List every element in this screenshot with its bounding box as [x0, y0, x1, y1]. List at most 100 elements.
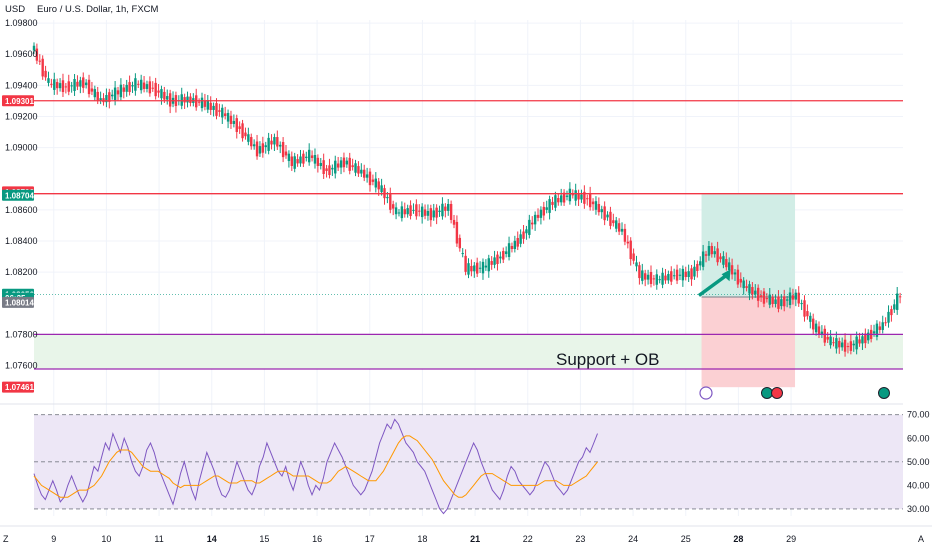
candle-body — [667, 274, 670, 281]
candle-body — [710, 246, 714, 255]
candle-body — [713, 251, 716, 255]
price-tag — [2, 95, 34, 107]
candle-body — [542, 206, 546, 216]
candle-body — [212, 105, 215, 110]
price-tick-label: 1.08200 — [5, 267, 38, 277]
candle-body — [426, 210, 430, 216]
candle-body — [681, 268, 685, 281]
candle-body — [493, 257, 496, 265]
candle-body — [867, 332, 870, 341]
candle-body — [661, 272, 664, 285]
candle-body — [748, 284, 751, 294]
candle-body — [70, 85, 73, 87]
candle-body — [325, 168, 328, 171]
support-zone-label: Support + OB — [556, 350, 659, 369]
candle-body — [281, 142, 285, 158]
candle-body — [545, 207, 548, 210]
price-tick-label: 1.09600 — [5, 49, 38, 59]
candle-body — [864, 333, 867, 344]
candle-body — [105, 95, 108, 103]
candle-body — [342, 157, 346, 168]
candle-body — [423, 209, 427, 216]
candle-body — [345, 160, 349, 165]
candle-body — [206, 100, 209, 110]
candle-body — [142, 82, 146, 89]
candle-body — [64, 86, 68, 88]
time-tick-label: 23 — [575, 534, 585, 544]
time-tick-label: 25 — [681, 534, 691, 544]
candle-body — [386, 196, 389, 199]
candle-body — [261, 143, 265, 153]
candle-body — [843, 339, 847, 352]
candle-body — [331, 167, 334, 170]
candle-body — [525, 229, 528, 234]
candle-body — [247, 134, 250, 142]
candle-body — [855, 336, 858, 350]
candle-body — [35, 48, 39, 61]
candle-body — [137, 83, 140, 85]
candle-body — [400, 206, 404, 219]
candle-body — [90, 88, 94, 92]
candle-body — [61, 80, 65, 93]
candle-body — [235, 118, 238, 132]
auto-scale-button[interactable]: A — [918, 534, 924, 544]
price-tick-label: 1.07600 — [5, 361, 38, 371]
us-flag-icon[interactable] — [771, 387, 783, 399]
candle-body — [374, 178, 378, 188]
event-marker-icon[interactable] — [761, 387, 773, 399]
event-marker-icon[interactable] — [878, 387, 890, 399]
candle-body — [632, 253, 635, 261]
price-tick-label: 1.07800 — [5, 329, 38, 339]
candle-body — [861, 336, 864, 344]
price-tag-label: 1.08704 — [5, 191, 34, 200]
candle-body — [586, 198, 589, 200]
candle-body — [774, 299, 777, 305]
candle-body — [131, 85, 134, 87]
candle-body — [389, 194, 392, 210]
candle-body — [496, 254, 499, 265]
candle-body — [438, 210, 441, 212]
candle-body — [299, 156, 302, 164]
candle-body — [449, 203, 453, 220]
candle-body — [279, 144, 282, 147]
candle-body — [609, 211, 612, 226]
time-tick-label: 24 — [628, 534, 638, 544]
candle-body — [606, 214, 609, 218]
candle-body — [319, 162, 322, 166]
candle-body — [513, 240, 517, 250]
lightning-event-icon[interactable] — [699, 386, 713, 400]
rsi-tick-label: 40.00 — [907, 480, 930, 490]
candle-body — [840, 342, 844, 348]
candle-body — [832, 342, 835, 344]
candle-body — [53, 79, 56, 90]
candle-body — [658, 279, 661, 281]
time-tick-label: 28 — [733, 534, 743, 544]
candle-body — [397, 212, 401, 214]
projection-arrow — [697, 273, 728, 297]
candle-body — [134, 78, 137, 91]
candle-body — [322, 160, 325, 174]
rsi-ma-line — [33, 435, 598, 498]
candle-body — [884, 322, 887, 324]
candle-body — [357, 166, 360, 174]
candle-body — [122, 87, 125, 92]
candle-body — [519, 234, 522, 244]
candle-body — [310, 155, 314, 159]
candle-body — [418, 210, 421, 212]
candle-body — [531, 222, 534, 225]
candle-body — [574, 190, 577, 201]
candle-body — [154, 82, 157, 97]
candle-body — [646, 274, 650, 280]
candle-body — [148, 81, 152, 94]
time-axis[interactable]: Z 9 10 11 14 15 16 17 18 21 22 23 24 25 28 29 A — [0, 525, 932, 544]
price-axis[interactable]: 70.00 60.00 50.00 40.00 30.00 — [907, 410, 930, 514]
candle-body — [670, 271, 673, 282]
price-tick-label: 1.08400 — [5, 236, 38, 246]
candle-body — [276, 137, 279, 147]
time-tick-label: 29 — [786, 534, 796, 544]
candle-body — [76, 81, 79, 87]
candle-body — [316, 157, 320, 166]
candle-body — [664, 275, 667, 281]
candle-body — [50, 83, 53, 85]
